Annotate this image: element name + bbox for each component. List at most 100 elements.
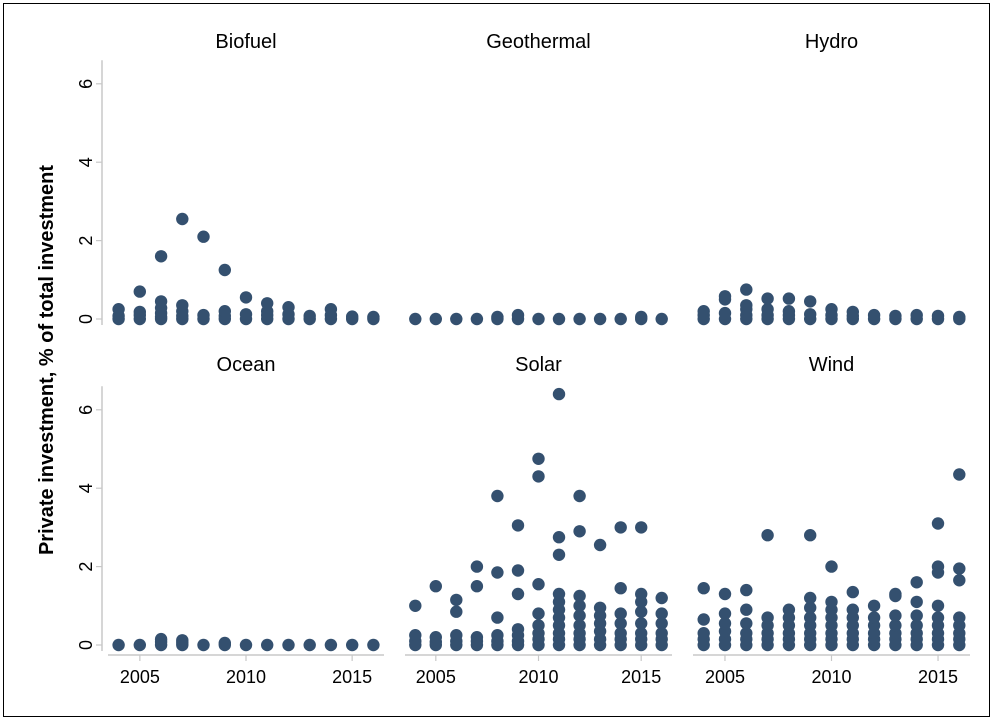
y-tick-label: 4 — [76, 157, 96, 167]
y-tick-label: 0 — [76, 314, 96, 324]
data-point — [593, 312, 607, 326]
data-point — [910, 609, 923, 622]
data-point — [282, 638, 295, 652]
data-point — [532, 452, 545, 465]
data-point — [218, 636, 231, 650]
data-point — [218, 305, 231, 318]
data-point — [825, 595, 838, 609]
data-point — [491, 566, 504, 579]
data-point — [804, 601, 817, 614]
data-point — [718, 290, 732, 303]
data-point — [261, 638, 274, 652]
y-tick-label: 0 — [76, 640, 96, 650]
data-point — [910, 619, 923, 632]
x-tick-label: 2015 — [621, 667, 661, 687]
data-point — [825, 560, 838, 573]
data-point — [889, 309, 902, 323]
data-point — [346, 638, 359, 652]
data-point — [573, 609, 586, 622]
data-point — [532, 312, 545, 326]
data-point — [239, 638, 253, 652]
data-point — [635, 617, 648, 630]
data-point — [282, 301, 295, 314]
data-point — [910, 308, 923, 322]
data-point — [953, 574, 966, 587]
data-point — [614, 617, 627, 630]
data-point — [112, 303, 125, 316]
data-point — [614, 521, 627, 534]
data-point — [718, 607, 732, 620]
x-tick-label: 2010 — [811, 667, 851, 687]
data-point — [552, 587, 566, 601]
y-tick-label: 2 — [76, 562, 96, 572]
panel-geothermal: Geothermal — [409, 31, 668, 326]
data-point — [867, 599, 881, 612]
data-point — [867, 308, 881, 322]
data-point — [846, 603, 859, 616]
panel-title-biofuel: Biofuel — [215, 31, 276, 53]
data-point — [740, 299, 753, 312]
data-point — [931, 517, 945, 530]
data-point — [740, 617, 753, 630]
data-point — [889, 609, 902, 622]
data-point — [197, 308, 210, 322]
data-point — [953, 562, 966, 575]
data-point — [154, 632, 168, 646]
data-point — [176, 634, 189, 647]
data-point — [740, 583, 753, 597]
data-point — [470, 631, 484, 644]
data-point — [573, 525, 586, 538]
data-point — [718, 306, 732, 320]
data-point — [154, 250, 168, 263]
y-tick-label: 6 — [76, 79, 96, 89]
data-point — [324, 638, 338, 652]
data-point — [552, 531, 566, 544]
data-point — [953, 310, 966, 324]
panel-solar: Solar 2005 2010 2015 — [405, 354, 672, 687]
data-point — [697, 582, 710, 595]
data-point — [761, 292, 774, 305]
data-point — [931, 560, 945, 573]
data-point — [718, 587, 732, 601]
data-point — [614, 607, 627, 620]
data-point — [133, 285, 146, 298]
data-point — [409, 312, 422, 326]
data-point — [303, 309, 316, 323]
data-point — [552, 312, 566, 326]
data-point — [910, 595, 923, 609]
data-point — [804, 308, 817, 321]
data-point — [197, 230, 210, 243]
panel-biofuel: Biofuel 0 2 4 6 — [76, 31, 380, 326]
data-point — [846, 585, 859, 599]
panel-wind: Wind 2005 2010 2015 — [693, 354, 970, 687]
data-point — [655, 591, 668, 605]
data-point — [655, 627, 668, 640]
panel-title-hydro: Hydro — [805, 31, 858, 53]
data-point — [532, 470, 545, 483]
data-point — [697, 627, 710, 640]
data-point — [573, 619, 586, 632]
data-point — [825, 303, 838, 316]
data-point — [239, 308, 253, 321]
data-point — [303, 638, 316, 652]
data-point — [239, 291, 253, 304]
data-point — [552, 387, 566, 401]
data-point — [635, 627, 648, 640]
panel-title-geothermal: Geothermal — [486, 31, 591, 53]
data-point — [761, 303, 774, 316]
data-point — [573, 489, 586, 503]
data-point — [429, 631, 442, 644]
data-point — [450, 593, 463, 607]
panel-hydro: Hydro — [697, 31, 966, 326]
data-point — [931, 309, 945, 323]
panel-title-solar: Solar — [515, 354, 562, 376]
data-point — [740, 627, 753, 640]
data-point — [614, 582, 627, 595]
data-point — [635, 605, 648, 618]
data-point — [491, 489, 504, 503]
data-point — [573, 312, 586, 326]
data-point — [450, 312, 463, 326]
data-point — [804, 295, 817, 308]
data-point — [261, 297, 274, 310]
